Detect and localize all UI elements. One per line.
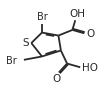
- Text: Br: Br: [37, 13, 47, 23]
- Text: Br: Br: [6, 56, 17, 66]
- Text: HO: HO: [82, 63, 98, 73]
- Text: S: S: [22, 38, 29, 48]
- Text: O: O: [87, 29, 95, 39]
- Text: OH: OH: [69, 9, 85, 19]
- Text: O: O: [52, 74, 61, 84]
